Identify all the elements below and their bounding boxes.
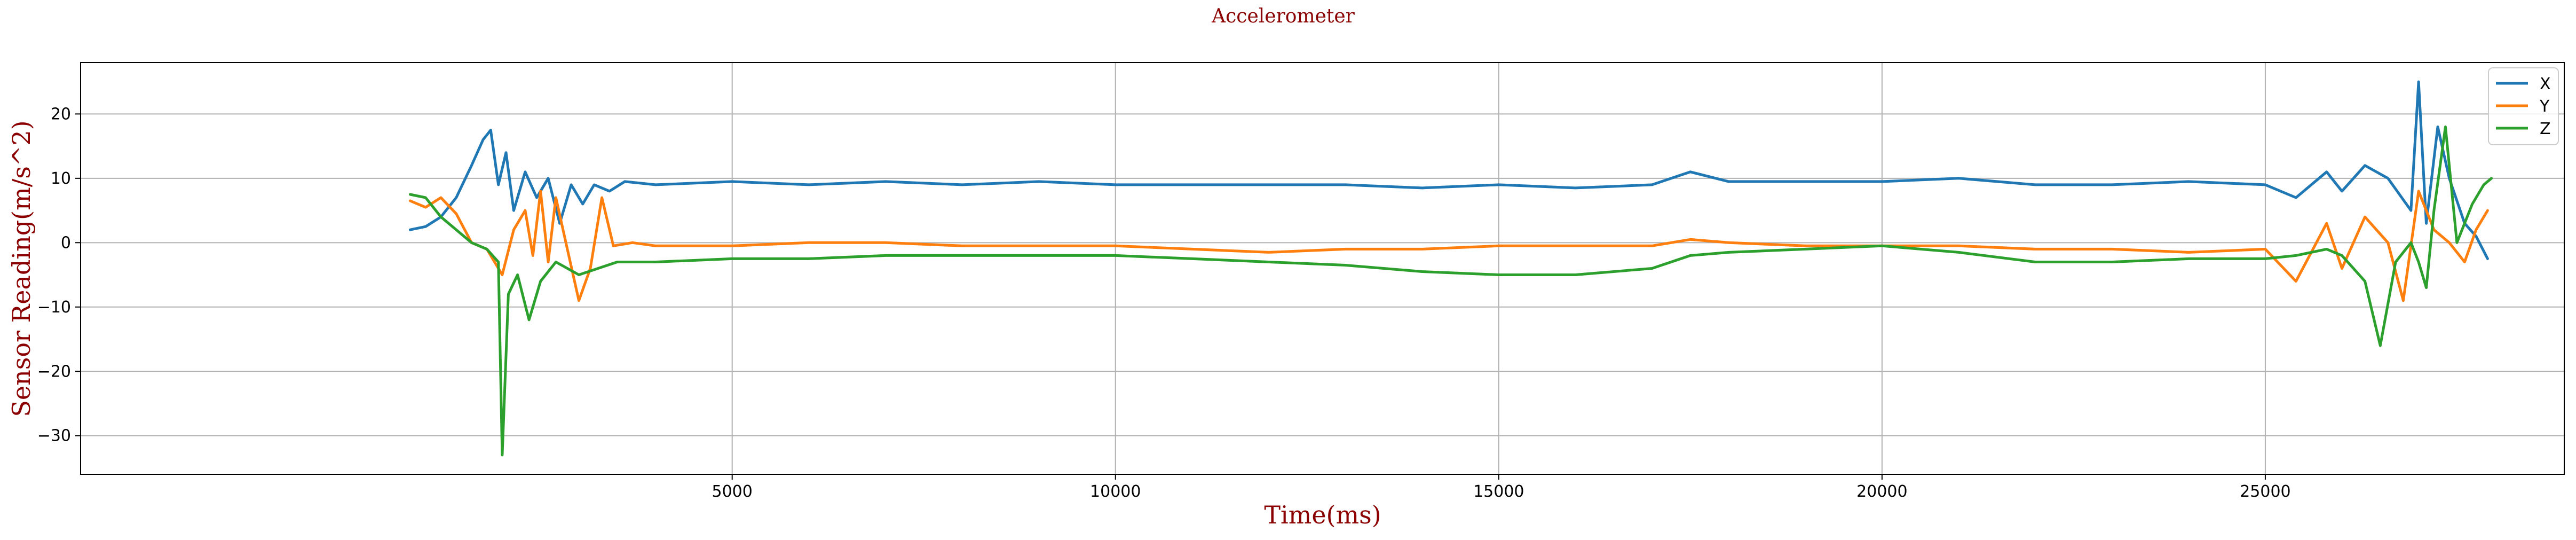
y-tick-label: 10 — [51, 169, 71, 188]
x-tick-label: 10000 — [1090, 482, 1141, 501]
x-tick-label: 25000 — [2240, 482, 2290, 501]
tick-layer: 5000 10000 15000 20000 25000 −30 −20 −10 0 10 20 — [37, 105, 2291, 501]
y-axis-label: Sensor Reading(m/s^2) — [7, 120, 36, 417]
y-tick-label: −10 — [37, 298, 71, 317]
series-line-z — [409, 126, 2493, 457]
x-tick-label: 20000 — [1856, 482, 1907, 501]
grid-layer — [81, 62, 2564, 474]
x-tick-label: 15000 — [1473, 482, 1524, 501]
x-axis-label: Time(ms) — [1264, 500, 1381, 529]
chart-title: Accelerometer — [1211, 5, 1355, 27]
y-tick-label: 20 — [51, 105, 71, 123]
series-line-x — [409, 80, 2489, 260]
legend-label-x: X — [2540, 75, 2551, 93]
y-tick-label: −20 — [37, 362, 71, 381]
y-tick-label: −30 — [37, 427, 71, 445]
series-layer — [409, 80, 2493, 457]
legend-label-y: Y — [2539, 97, 2550, 116]
plot-frame — [80, 62, 2565, 475]
x-tick-label: 5000 — [712, 482, 753, 501]
legend-label-z: Z — [2540, 120, 2551, 138]
legend: XYZ — [2488, 67, 2559, 145]
y-tick-label: 0 — [61, 233, 71, 252]
series-line-y — [409, 190, 2489, 302]
